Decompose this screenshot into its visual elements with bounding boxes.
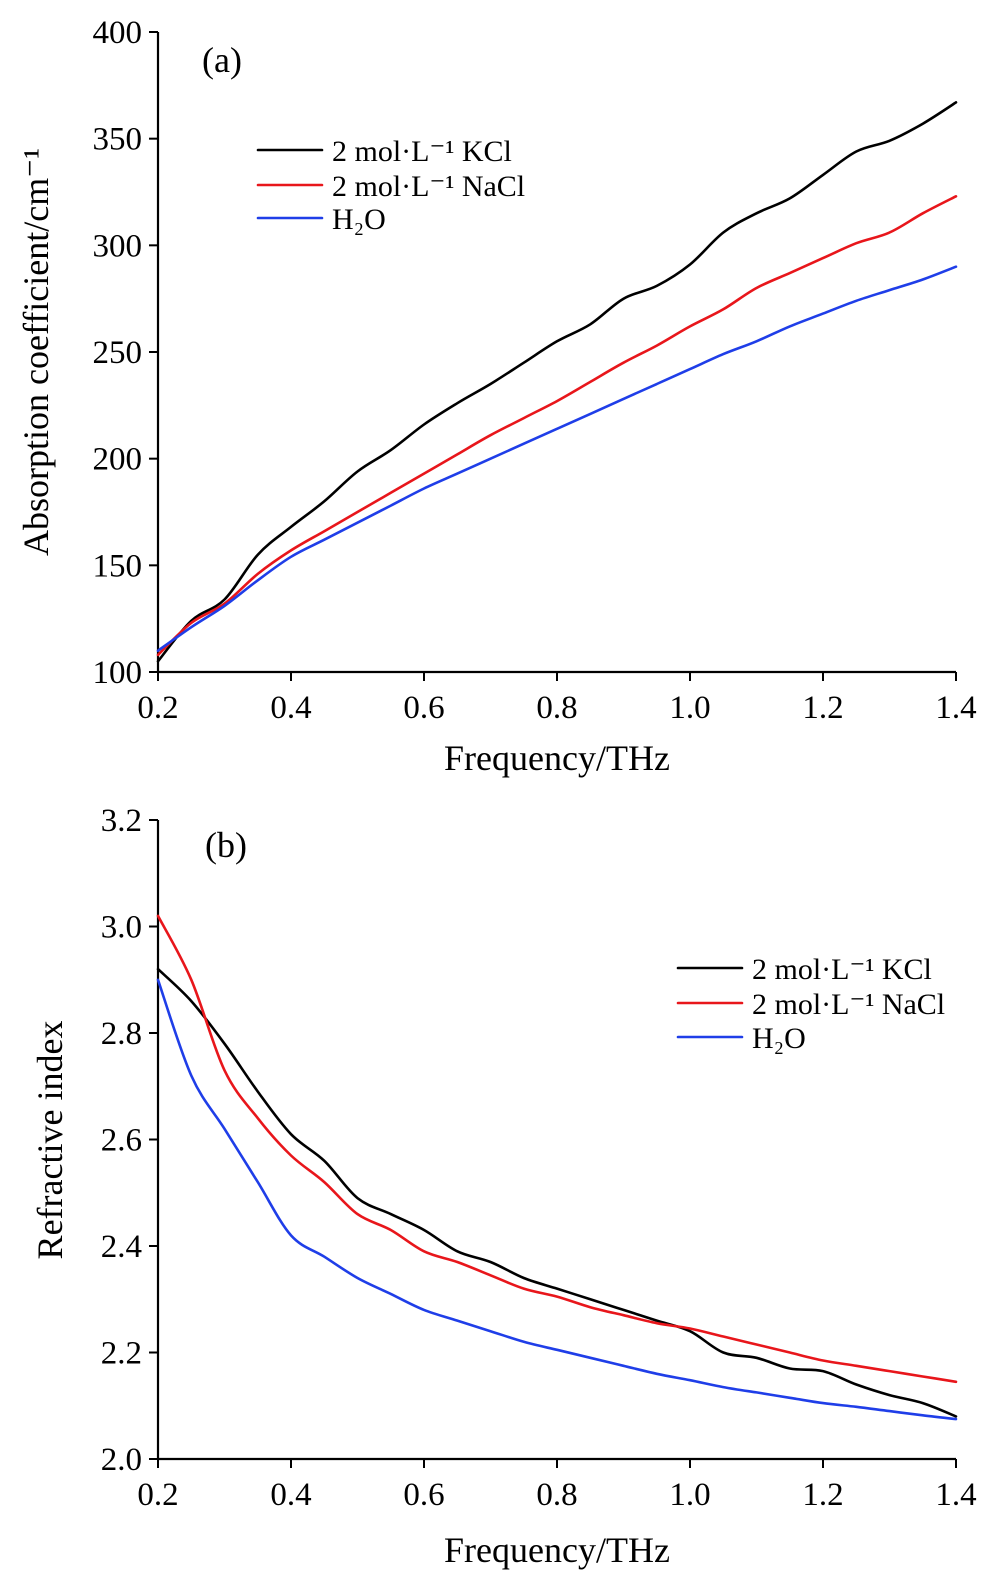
x-tick-label: 1.2 [802, 1477, 843, 1513]
x-tick-label: 0.4 [270, 690, 311, 726]
y-tick-label: 3.2 [101, 803, 142, 839]
legend-entry-water: H₂O [676, 1022, 806, 1055]
y-axis-label: Absorption coefficient/cm⁻¹ [16, 148, 56, 556]
x-tick-label: 0.8 [536, 1477, 577, 1513]
x-tick-label: 1.0 [669, 690, 710, 726]
y-tick-label: 2.8 [101, 1016, 142, 1052]
y-tick-label: 250 [93, 335, 143, 371]
x-tick-label: 1.2 [802, 690, 843, 726]
y-tick-label: 400 [93, 15, 143, 51]
x-tick-label: 0.8 [536, 690, 577, 726]
series-line-nacl [156, 914, 958, 1384]
axis-ticks: 0.2 0.4 0.6 0.8 1.0 1.2 1.4 2.0 2.2 2.4 2.6 2.8 3.0 3… [101, 803, 977, 1513]
y-tick-label: 300 [93, 228, 143, 264]
x-tick-label: 0.6 [403, 690, 444, 726]
series-line-kcl [156, 101, 958, 663]
series-line-water [156, 265, 958, 652]
x-tick-label: 0.6 [403, 1477, 444, 1513]
y-tick-label: 200 [93, 442, 143, 478]
legend-label-kcl: 2 mol·L⁻¹ KCl [332, 135, 512, 168]
legend: 2 mol·L⁻¹ KCl 2 mol·L⁻¹ NaCl H₂O [676, 953, 945, 1055]
legend-entry-kcl: 2 mol·L⁻¹ KCl [676, 953, 932, 986]
legend-label-water: H₂O [752, 1022, 806, 1055]
legend-entry-nacl: 2 mol·L⁻¹ NaCl [256, 170, 525, 203]
legend-entry-nacl: 2 mol·L⁻¹ NaCl [676, 988, 945, 1021]
y-axis-label: Refractive index [30, 1021, 70, 1260]
absorption-chart: 0.2 0.4 0.6 0.8 1.0 1.2 1.4 100 150 200 250 300 350 4… [16, 15, 977, 778]
series-lines [156, 101, 958, 663]
x-tick-label: 1.0 [669, 1477, 710, 1513]
x-axis-label: Frequency/THz [444, 738, 670, 778]
panel-label: (b) [205, 825, 247, 865]
legend-entry-kcl: 2 mol·L⁻¹ KCl [256, 135, 512, 168]
legend-label-nacl: 2 mol·L⁻¹ NaCl [332, 170, 525, 203]
legend-label-water: H₂O [332, 203, 386, 236]
series-lines [156, 914, 958, 1421]
y-tick-label: 2.0 [101, 1442, 142, 1478]
panel-label: (a) [202, 40, 242, 80]
legend-label-kcl: 2 mol·L⁻¹ KCl [752, 953, 932, 986]
series-line-water [156, 978, 958, 1421]
x-tick-label: 1.4 [935, 1477, 976, 1513]
y-tick-label: 150 [93, 548, 143, 584]
y-tick-label: 2.2 [101, 1336, 142, 1372]
y-tick-label: 350 [93, 122, 143, 158]
x-axis-label: Frequency/THz [444, 1530, 670, 1570]
legend-label-nacl: 2 mol·L⁻¹ NaCl [752, 988, 945, 1021]
y-tick-label: 2.4 [101, 1229, 142, 1265]
y-tick-label: 100 [93, 655, 143, 691]
x-tick-label: 1.4 [935, 690, 976, 726]
legend-entry-water: H₂O [256, 203, 386, 236]
x-tick-label: 0.2 [137, 1477, 178, 1513]
x-tick-label: 0.4 [270, 1477, 311, 1513]
x-tick-label: 0.2 [137, 690, 178, 726]
refractive-index-chart: 0.2 0.4 0.6 0.8 1.0 1.2 1.4 2.0 2.2 2.4 2.6 2.8 3.0 3… [30, 803, 977, 1570]
legend: 2 mol·L⁻¹ KCl 2 mol·L⁻¹ NaCl H₂O [256, 135, 525, 236]
y-tick-label: 2.6 [101, 1123, 142, 1159]
series-line-kcl [156, 967, 958, 1418]
y-tick-label: 3.0 [101, 910, 142, 946]
series-line-nacl [156, 195, 958, 657]
axis-ticks: 0.2 0.4 0.6 0.8 1.0 1.2 1.4 100 150 200 250 300 350 4… [93, 15, 977, 726]
